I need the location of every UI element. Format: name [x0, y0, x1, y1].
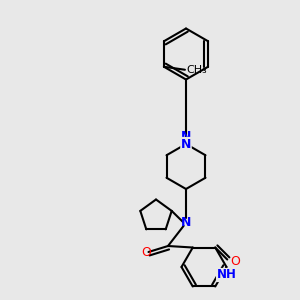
Text: O: O — [230, 254, 240, 268]
Text: N: N — [181, 137, 191, 151]
Text: N: N — [181, 130, 191, 143]
Text: NH: NH — [217, 268, 236, 281]
Text: N: N — [181, 215, 191, 229]
Text: O: O — [141, 245, 151, 259]
Text: CH₃: CH₃ — [186, 65, 207, 75]
